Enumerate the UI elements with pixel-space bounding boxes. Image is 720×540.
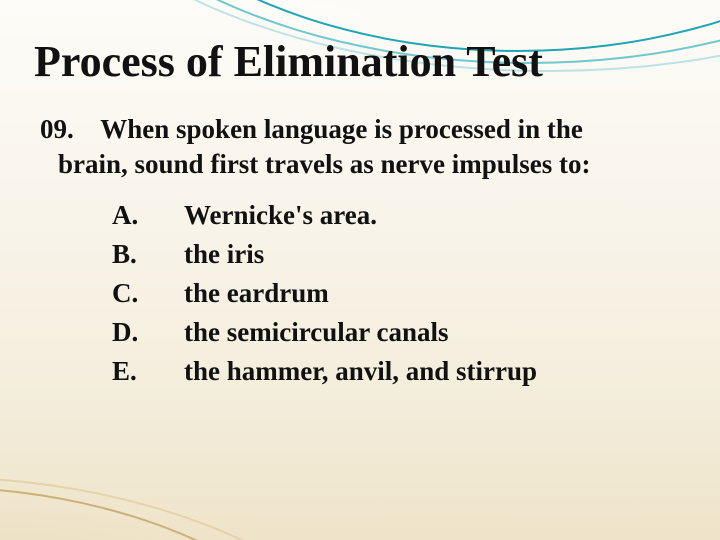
question-number: 09.	[40, 114, 74, 144]
option-text: the semicircular canals	[184, 313, 537, 352]
option-label: C.	[112, 274, 184, 313]
slide-title: Process of Elimination Test	[34, 36, 543, 87]
decorative-bottom-swoop	[0, 476, 424, 540]
question-text-line2: brain, sound first travels as nerve impu…	[58, 147, 680, 182]
option-row: D. the semicircular canals	[112, 313, 537, 352]
option-label: D.	[112, 313, 184, 352]
options-list: A. Wernicke's area. B. the iris C. the e…	[112, 196, 537, 391]
option-text: the iris	[184, 235, 537, 274]
question-block: 09. When spoken language is processed in…	[40, 112, 680, 181]
decorative-bottom-swoop	[0, 486, 384, 540]
option-row: C. the eardrum	[112, 274, 537, 313]
slide: Process of Elimination Test 09. When spo…	[0, 0, 720, 540]
decorative-swoop-fill	[20, 0, 720, 30]
option-text: the hammer, anvil, and stirrup	[184, 352, 537, 391]
option-label: B.	[112, 235, 184, 274]
option-row: E. the hammer, anvil, and stirrup	[112, 352, 537, 391]
option-row: A. Wernicke's area.	[112, 196, 537, 235]
option-label: A.	[112, 196, 184, 235]
option-text: the eardrum	[184, 274, 537, 313]
option-row: B. the iris	[112, 235, 537, 274]
option-label: E.	[112, 352, 184, 391]
question-text-line1: When spoken language is processed in the	[100, 114, 583, 144]
option-text: Wernicke's area.	[184, 196, 537, 235]
